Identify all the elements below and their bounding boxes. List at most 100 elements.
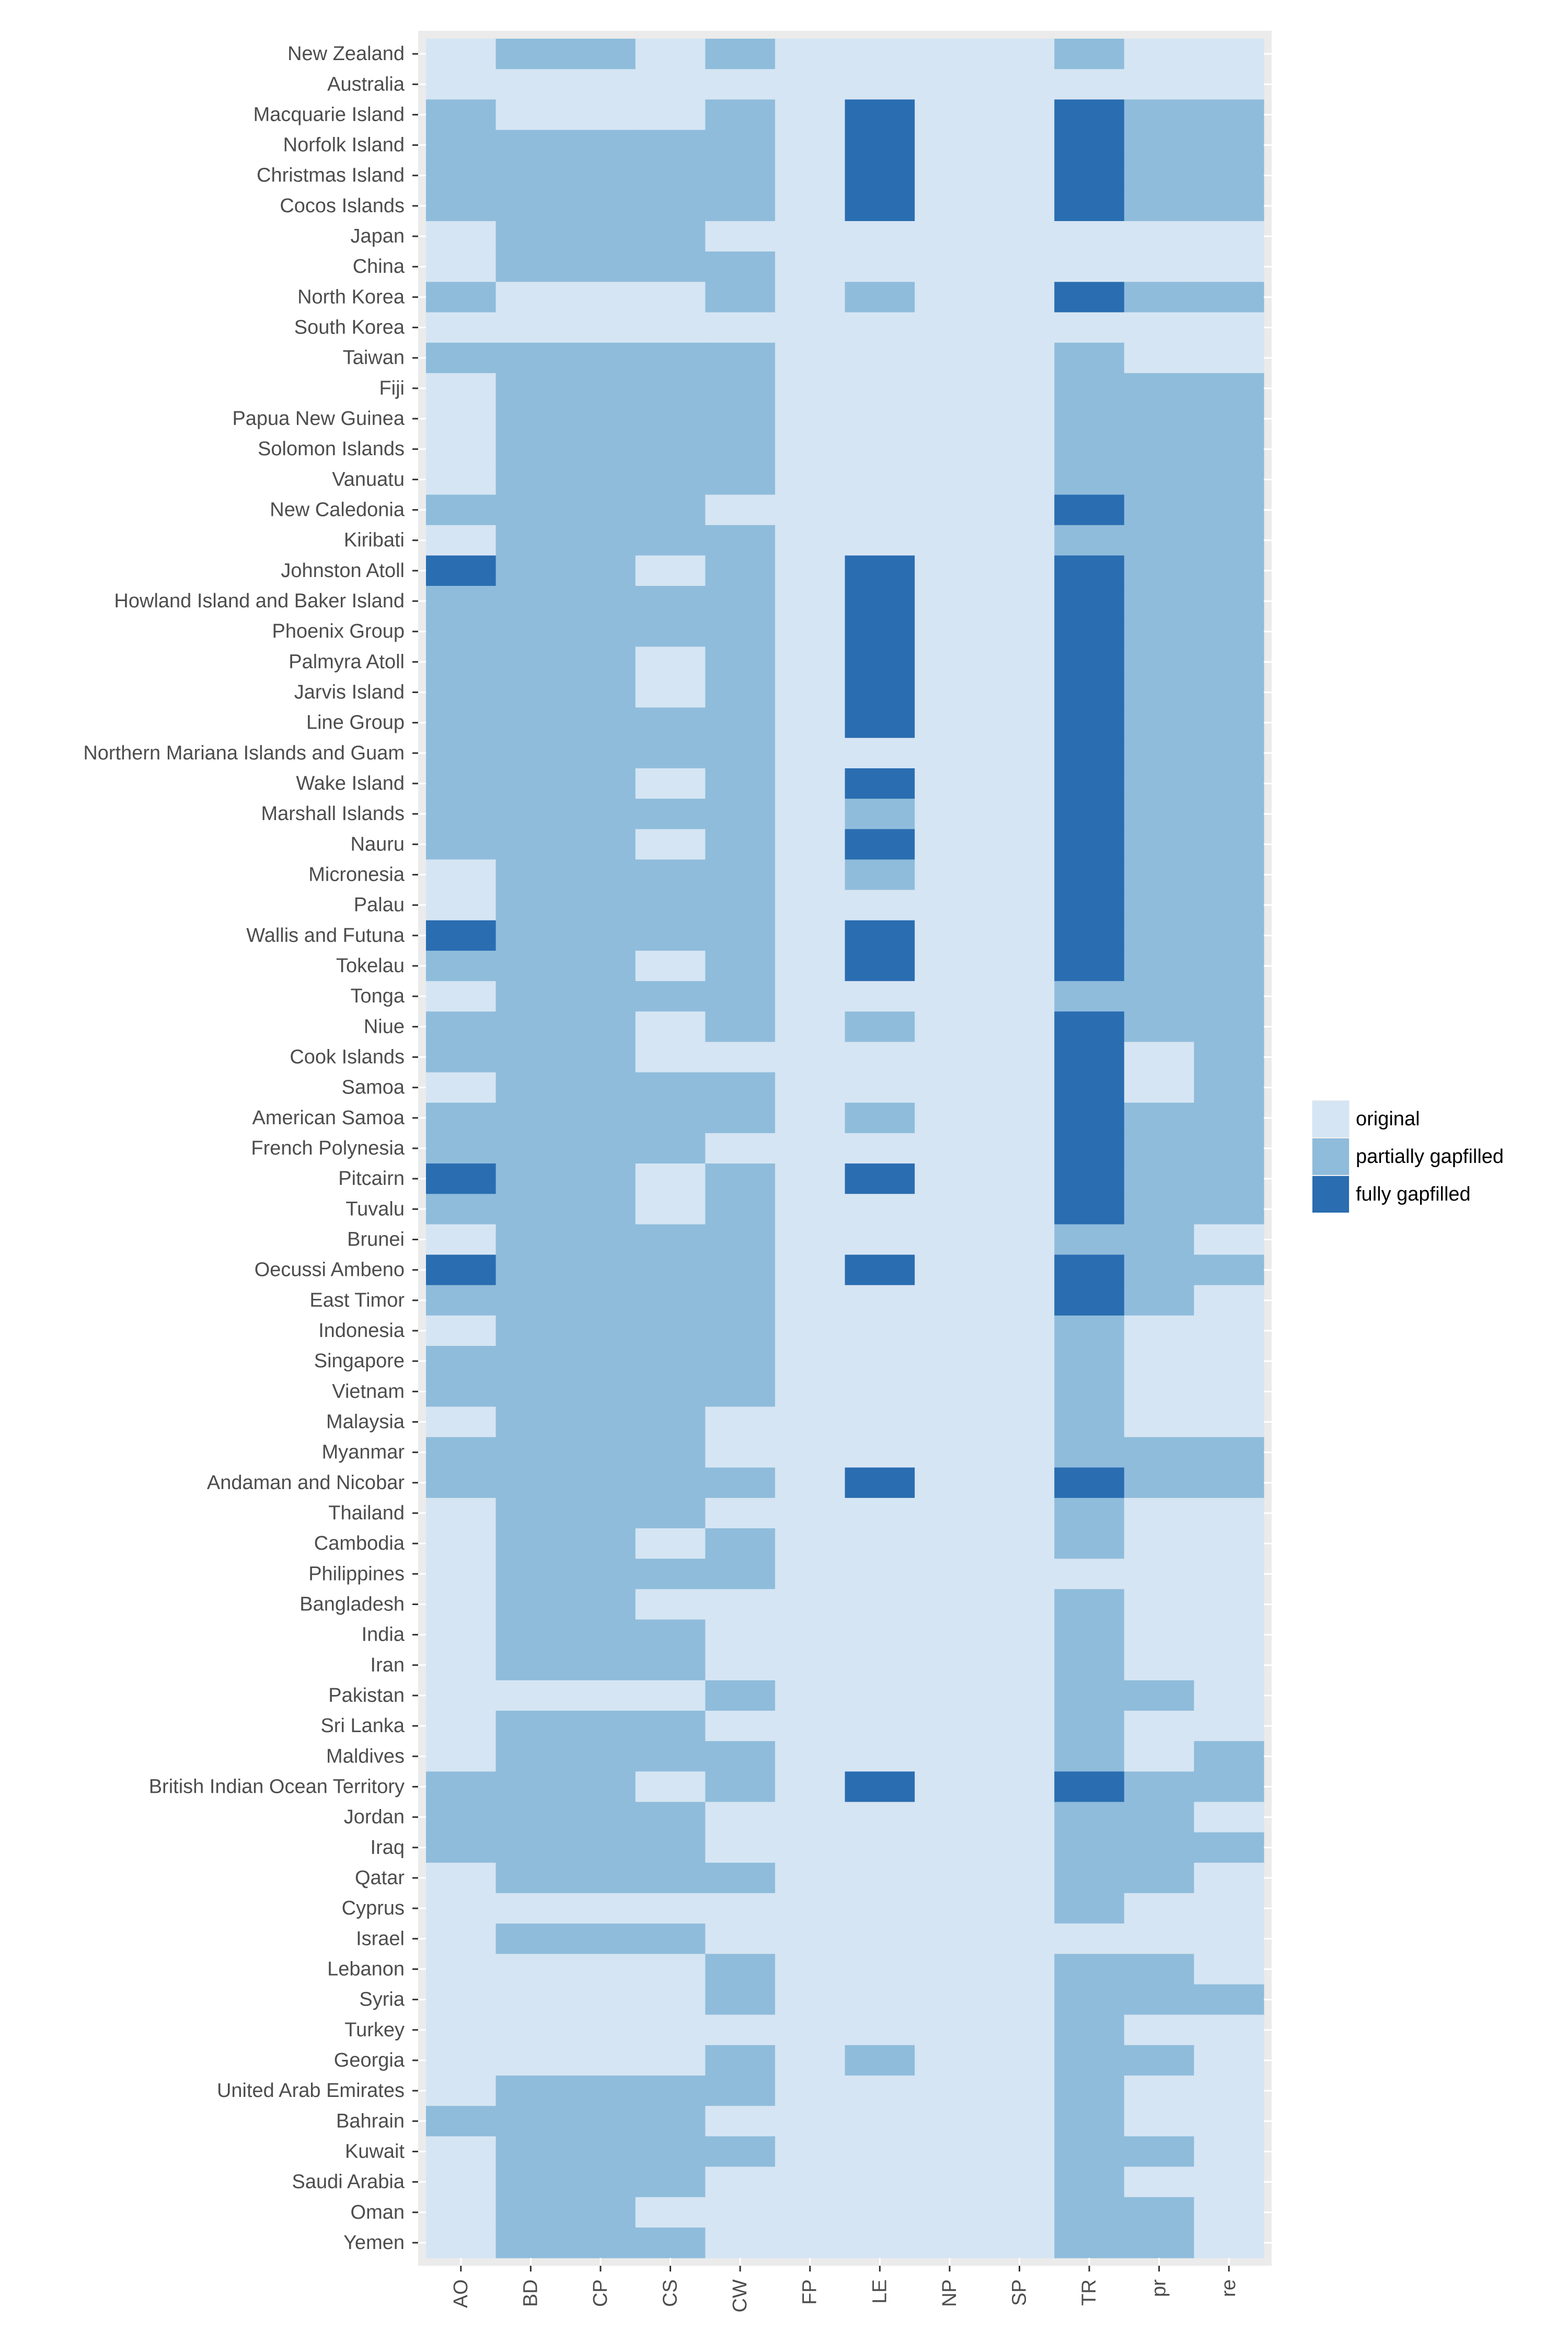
heatmap-cell [1194,403,1264,434]
heatmap-cell [845,464,915,495]
heatmap-cell [1194,160,1264,191]
heatmap-cell [1194,1528,1264,1559]
x-tick-label: TR [1078,2279,1100,2306]
heatmap-cell [915,1285,985,1316]
y-tick-label: Nauru [351,833,405,855]
heatmap-cell [984,890,1055,921]
heatmap-cell [1124,1224,1195,1255]
heatmap-cell [1124,677,1195,708]
heatmap-cell [984,1528,1055,1559]
heatmap-cell [1054,1528,1125,1559]
heatmap-cell [845,2136,915,2167]
x-tick-label: NP [939,2279,961,2307]
heatmap-cell [984,1163,1055,1194]
heatmap-cell [426,2106,497,2137]
heatmap-cell [1054,282,1125,313]
heatmap-cell [1124,525,1195,556]
heatmap-cell [1054,2106,1125,2137]
heatmap-cell [1124,1954,1195,1985]
heatmap-cell [495,1315,566,1346]
heatmap-cell [984,1072,1055,1103]
heatmap-cell [984,1741,1055,1772]
heatmap-cell [915,1893,985,1924]
heatmap-cell [1124,1102,1195,1134]
heatmap-cell [775,829,846,860]
heatmap-cell [1124,1680,1195,1711]
heatmap-cell [984,1802,1055,1833]
heatmap-cell [495,799,566,829]
heatmap-cell [566,160,636,191]
heatmap-cell [845,647,915,678]
heatmap-cell [495,1102,566,1134]
heatmap-cell [984,1011,1055,1043]
heatmap-cell [775,799,846,829]
heatmap-cell [1124,39,1195,70]
heatmap-cell [845,2227,915,2258]
heatmap-cell [1054,829,1125,860]
heatmap-cell [426,1102,497,1134]
heatmap-cell [1054,859,1125,891]
heatmap-cell [426,647,497,678]
heatmap-cell [984,494,1055,526]
heatmap-cell [845,39,915,70]
y-tick-label: Bahrain [336,2110,405,2132]
heatmap-cell [775,920,846,951]
heatmap-cell [845,1497,915,1529]
y-tick-label: Yemen [343,2232,405,2254]
heatmap-cell [495,2106,566,2137]
heatmap-cell [705,1528,776,1559]
heatmap-cell [775,160,846,191]
heatmap-cell [1194,555,1264,586]
heatmap-cell [705,2136,776,2167]
heatmap-cell [566,950,636,982]
heatmap-cell [845,1984,915,2015]
heatmap-cell [566,1954,636,1985]
heatmap-cell [426,1437,497,1468]
heatmap-cell [495,1133,566,1164]
heatmap-cell [495,464,566,495]
heatmap-cell [775,1559,846,1589]
heatmap-cell [426,1285,497,1316]
heatmap-cell [1194,1437,1264,1468]
heatmap-cell [705,616,776,647]
heatmap-cell [635,585,706,617]
heatmap-cell [495,1862,566,1894]
heatmap-cell [705,1680,776,1711]
heatmap-cell [1124,1923,1195,1954]
heatmap-cell [426,1984,497,2015]
heatmap-cell [1194,2197,1264,2228]
heatmap-cell [984,1497,1055,1529]
heatmap-cell [845,1406,915,1438]
heatmap-cell [845,434,915,465]
heatmap-cell [705,1285,776,1316]
y-tick-label: China [353,256,405,278]
heatmap-cell [845,99,915,131]
heatmap-cell [705,2197,776,2228]
heatmap-cell [635,1954,706,1985]
heatmap-cell [845,1376,915,1407]
heatmap-cell [915,221,985,252]
heatmap-cell [845,403,915,434]
heatmap-cell [705,312,776,343]
heatmap-cell [1124,1559,1195,1589]
heatmap-cell [705,1406,776,1438]
y-tick-label: American Samoa [252,1107,405,1129]
heatmap-cell [1054,1011,1125,1043]
heatmap-cell [1194,677,1264,708]
heatmap-cell [775,221,846,252]
heatmap-cell [1054,1862,1125,1894]
heatmap-cell [1124,981,1195,1012]
heatmap-cell [705,1923,776,1954]
heatmap-cell [915,2045,985,2076]
heatmap-cell [1124,1406,1195,1438]
heatmap-cell [1194,1467,1264,1498]
heatmap-cell [566,2197,636,2228]
heatmap-cell [1124,2106,1195,2137]
heatmap-cell [426,1133,497,1164]
heatmap-cell [635,251,706,282]
heatmap-cell [635,1011,706,1043]
heatmap-cell [845,890,915,921]
legend-swatch [1312,1101,1349,1137]
heatmap-cell [1124,1376,1195,1407]
heatmap-cell [426,1042,497,1073]
